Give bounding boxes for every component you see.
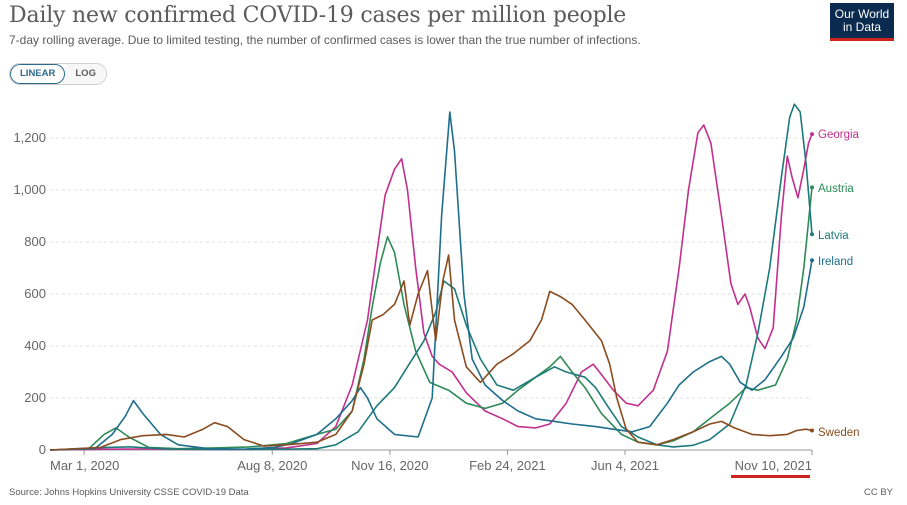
log-scale-button[interactable]: LOG: [65, 64, 106, 84]
series-end-point: [810, 232, 814, 237]
series-label-georgia: Georgia: [818, 129, 860, 141]
x-tick-label: Nov 10, 2021: [735, 458, 812, 473]
scale-toggle: LINEAR LOG: [9, 63, 107, 85]
y-tick-label: 200: [24, 390, 46, 405]
source-note[interactable]: Source: Johns Hopkins University CSSE CO…: [9, 487, 249, 498]
series-end-point: [810, 185, 814, 190]
license-link[interactable]: CC BY: [863, 487, 893, 498]
x-tick-label: Feb 24, 2021: [469, 458, 546, 473]
series-label-latvia: Latvia: [818, 230, 849, 242]
y-tick-label: 600: [24, 286, 46, 301]
series-label-austria: Austria: [818, 183, 854, 195]
logo-line-2: in Data: [842, 20, 882, 34]
logo-line-1: Our World: [834, 7, 890, 21]
x-tick-label: Jun 4, 2021: [591, 458, 659, 473]
series-line-austria: [49, 187, 813, 451]
series-end-point: [810, 258, 814, 263]
chart-title: Daily new confirmed COVID-19 cases per m…: [9, 3, 627, 28]
y-tick-label: 1,000: [13, 182, 46, 197]
owid-logo[interactable]: Our World in Data: [830, 3, 894, 41]
series-end-point: [810, 428, 814, 433]
x-tick-label: Mar 1, 2020: [50, 458, 119, 473]
linear-scale-button[interactable]: LINEAR: [10, 64, 66, 84]
series-end-point: [810, 132, 814, 137]
series-line-latvia: [49, 103, 813, 451]
series-label-ireland: Ireland: [818, 256, 853, 268]
y-tick-label: 0: [39, 442, 46, 457]
logo-accent-bar: [830, 38, 894, 41]
x-tick-label: Aug 8, 2020: [237, 458, 307, 473]
timeline-end-marker[interactable]: [731, 475, 810, 478]
y-tick-label: 1,200: [13, 130, 46, 145]
series-line-ireland: [49, 111, 813, 451]
series-line-sweden: [49, 254, 813, 451]
series-line-georgia: [49, 124, 813, 451]
series-label-sweden: Sweden: [818, 427, 860, 439]
y-tick-label: 400: [24, 338, 46, 353]
chart-subtitle: 7-day rolling average. Due to limited te…: [9, 33, 641, 47]
x-tick-label: Nov 16, 2020: [351, 458, 428, 473]
y-tick-label: 800: [24, 234, 46, 249]
